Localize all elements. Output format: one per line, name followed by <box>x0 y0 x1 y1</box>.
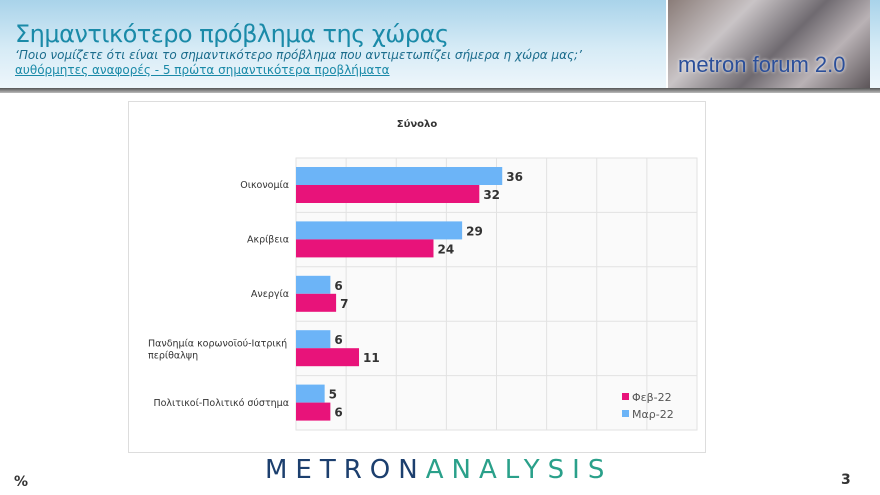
legend-swatch <box>622 410 629 417</box>
data-label: 6 <box>334 406 342 420</box>
page-number: 3 <box>841 472 851 488</box>
bar-Φεβ-22 <box>296 402 331 421</box>
subtitle-note: αυθόρμητες αναφορές - 5 πρώτα σημαντικότ… <box>15 63 390 77</box>
data-label: 32 <box>483 188 500 202</box>
data-label: 5 <box>329 388 337 402</box>
category-label: Οικονομία <box>240 180 289 191</box>
metron-analysis-logo: METRONANALYSIS <box>265 455 612 485</box>
category-label: Ανεργία <box>251 289 289 300</box>
logo-text: metron forum 2.0 <box>678 52 846 77</box>
legend-label: Φεβ-22 <box>632 391 672 404</box>
bar-Φεβ-22 <box>296 293 337 312</box>
page-title: Σημαντικότερο πρόβλημα της χώρας <box>15 20 449 48</box>
data-label: 36 <box>506 170 523 184</box>
bar-Φεβ-22 <box>296 239 434 258</box>
survey-question: ‘Ποιο νομίζετε ότι είναι το σημαντικότερ… <box>15 48 582 62</box>
category-label: Ακρίβεια <box>247 235 289 246</box>
bar-Μαρ-22 <box>296 167 503 185</box>
header-divider <box>0 88 880 93</box>
bar-Μαρ-22 <box>296 384 325 403</box>
brand-b: ANALYSIS <box>425 455 613 485</box>
legend-label: Μαρ-22 <box>632 408 674 421</box>
legend-swatch <box>622 393 629 400</box>
data-label: 24 <box>437 242 454 256</box>
brand-a: METRON <box>265 455 426 485</box>
chart-title: Σύνολο <box>396 119 438 130</box>
metron-forum-logo: metron forum 2.0 <box>666 0 870 88</box>
bar-Φεβ-22 <box>296 185 480 203</box>
chart-frame: Σύνολο <box>128 101 706 453</box>
category-label: Πολιτικοί-Πολιτικό σύστημα <box>153 398 289 409</box>
data-label: 6 <box>334 333 342 347</box>
bar-Μαρ-22 <box>296 275 331 294</box>
data-label: 6 <box>334 279 342 293</box>
unit-label: % <box>14 474 29 490</box>
category-label: Πανδημία κορωνοϊού-Ιατρική <box>148 338 287 349</box>
category-label: περίθαλψη <box>148 350 198 361</box>
bar-Φεβ-22 <box>296 348 360 367</box>
bar-Μαρ-22 <box>296 221 463 240</box>
data-label: 29 <box>466 224 483 238</box>
bar-Μαρ-22 <box>296 330 331 349</box>
data-label: 11 <box>363 351 380 365</box>
data-label: 7 <box>340 297 348 311</box>
